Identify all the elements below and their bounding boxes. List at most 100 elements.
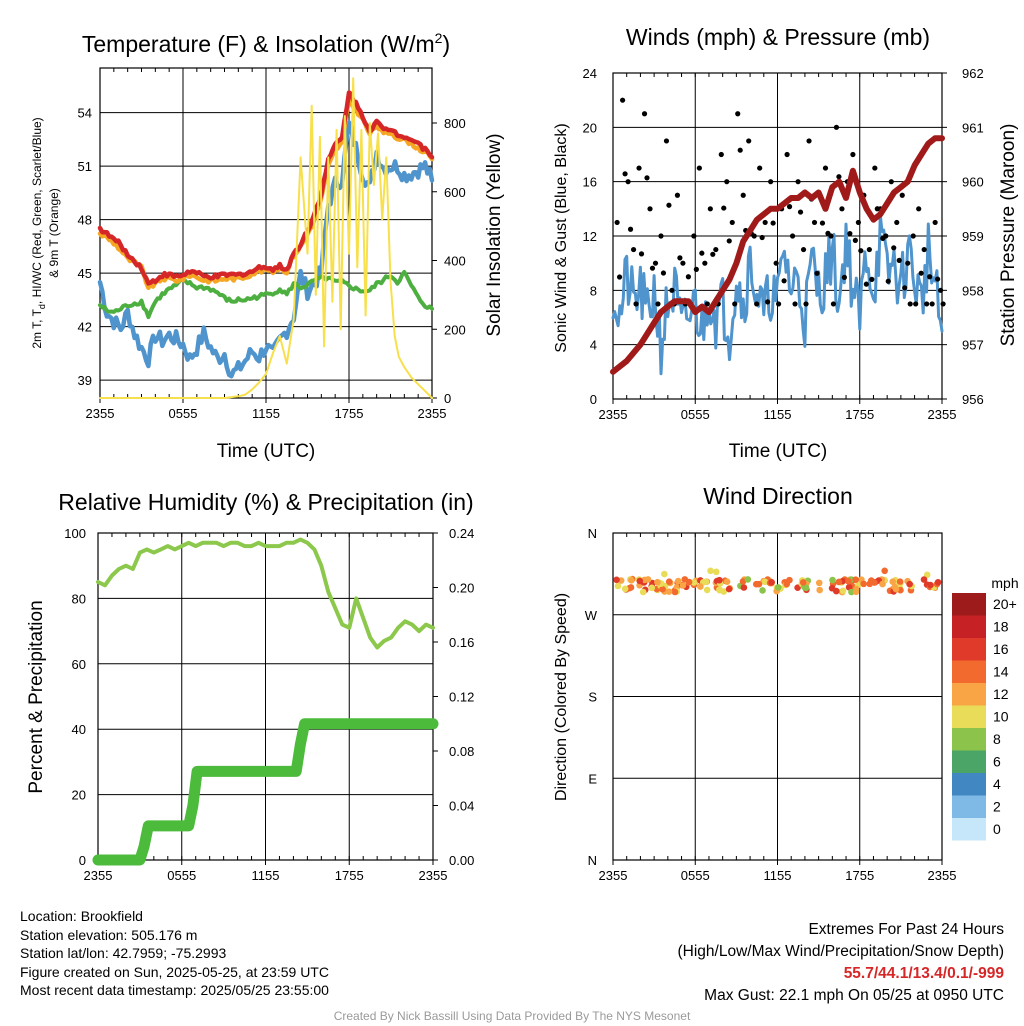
wind-gust-point (863, 281, 869, 287)
temp-ylabel: 2m T, Td, HI/WC (Red, Green, Scarlet/Blu… (30, 117, 47, 348)
wind-ytick-label: 24 (583, 66, 597, 81)
wind-gust-point (869, 276, 875, 282)
wind-gust-point (927, 274, 933, 280)
wind-gust-point (625, 179, 631, 185)
wind-gust-point (633, 301, 639, 307)
wind-ytick-label: 4 (590, 338, 597, 353)
wind-gust-point (938, 287, 944, 293)
wdir-point (628, 576, 635, 584)
rh-xtick-label: 2355 (84, 868, 113, 883)
wind-gust-point (896, 257, 902, 263)
wind-gust-point (836, 174, 842, 180)
cbar-swatch (952, 728, 986, 751)
wind-gust-point (905, 260, 911, 266)
wind-gust-point (916, 206, 922, 212)
wdir-point (649, 579, 656, 587)
wdir-point (648, 584, 656, 592)
temp-ylabel-2: & 9m T (Orange) (47, 188, 61, 278)
wind-gust-point (770, 220, 776, 226)
cbar-title: mph (991, 575, 1018, 591)
wdir-point (752, 580, 760, 588)
wdir-point (927, 581, 934, 589)
wind-gust-point (872, 165, 878, 171)
cbar-label: 12 (993, 686, 1009, 702)
wdir-point (816, 586, 823, 594)
wdir-ytick-label: E (588, 771, 597, 786)
wdir-point (860, 580, 867, 588)
wdir-point (920, 576, 928, 583)
wdir-point (723, 578, 731, 585)
wdir-point (690, 579, 698, 586)
cbar-swatch (952, 615, 986, 638)
wind-gust-point (713, 246, 719, 253)
temp-ytick2-label: 400 (444, 254, 466, 269)
wind-gust-point (797, 209, 804, 215)
wind-gust-point (899, 192, 905, 198)
wind-gust-point (800, 246, 807, 253)
wdir-point (934, 578, 942, 586)
temp-ytick2-label: 600 (444, 185, 466, 200)
wind-series-wind (611, 213, 944, 376)
rh-ytick2-label: 0.08 (449, 744, 474, 759)
wind-ytick2-label: 960 (962, 175, 984, 190)
wind-gust-point (833, 124, 840, 130)
wind-ylabel: Sonic Wind & Gust (Blue, Black) (553, 123, 570, 352)
wind-gust-point (740, 192, 746, 198)
wdir-point (707, 567, 714, 575)
wind-gust-point (710, 251, 716, 257)
wind-gust-point (858, 248, 864, 254)
rh-ytick-label: 100 (64, 526, 86, 541)
wdir-point (839, 587, 847, 595)
wind-gust-point (940, 301, 946, 307)
temp-ytick2-label: 200 (444, 322, 466, 337)
wind-ytick2-label: 958 (962, 283, 984, 298)
temp-ytick-label: 42 (78, 320, 92, 335)
wind-gust-point (619, 97, 626, 103)
wdir-point (703, 586, 711, 594)
wind-gust-point (729, 219, 735, 226)
wdir-point (716, 576, 723, 584)
cbar-label: 2 (993, 799, 1001, 815)
wind-gust-point (614, 219, 620, 226)
wind-gust-point (644, 175, 650, 181)
wind-gust-point (638, 251, 645, 257)
wind-ytick2-label: 962 (962, 66, 984, 81)
wind-ytick-label: 8 (590, 283, 597, 298)
wdir-point (852, 588, 860, 596)
wdir-ytick-label: N (588, 853, 597, 868)
wind-gust-point (866, 246, 872, 253)
wind-gust-point (762, 219, 768, 226)
rh-ytick2-label: 0.04 (449, 799, 474, 814)
wind-gust-point (921, 246, 927, 253)
wind-gust-point (677, 255, 683, 261)
wdir-point (889, 578, 897, 585)
wind-gust-point (696, 165, 702, 171)
wind-ytick2-label: 959 (962, 229, 984, 244)
wind-gust-point (658, 233, 664, 239)
wind-gust-point (885, 278, 891, 284)
wind-gust-point (691, 233, 697, 239)
rh-ytick-label: 60 (72, 657, 86, 672)
wdir-xtick-label: 2355 (599, 868, 628, 883)
wind-gust-point (792, 301, 798, 307)
temp-series-solar (99, 77, 433, 399)
wdir-point (774, 584, 782, 591)
rh-xtick-label: 2355 (419, 868, 448, 883)
wind-gust-point (822, 165, 829, 171)
wind-gust-point (630, 246, 637, 253)
rh-ytick-label: 20 (72, 788, 86, 803)
temp-ytick-label: 45 (78, 266, 92, 281)
wind-gust-point (929, 301, 935, 307)
wind-gust-point (663, 138, 670, 144)
wdir-xtick-label: 1155 (764, 868, 792, 883)
cbar-label: 10 (993, 709, 1009, 725)
wind-series-pressure (610, 135, 945, 375)
latlon-text: Station lat/lon: 42.7959; -75.2993 (20, 945, 227, 961)
temp-ytick-label: 39 (78, 373, 92, 388)
wdir-point (802, 584, 810, 592)
wind-gust-point (699, 250, 705, 256)
extremes-title: Extremes For Past 24 Hours (808, 921, 1004, 938)
cbar-label: 14 (993, 664, 1009, 680)
wind-gust-point (622, 171, 628, 177)
